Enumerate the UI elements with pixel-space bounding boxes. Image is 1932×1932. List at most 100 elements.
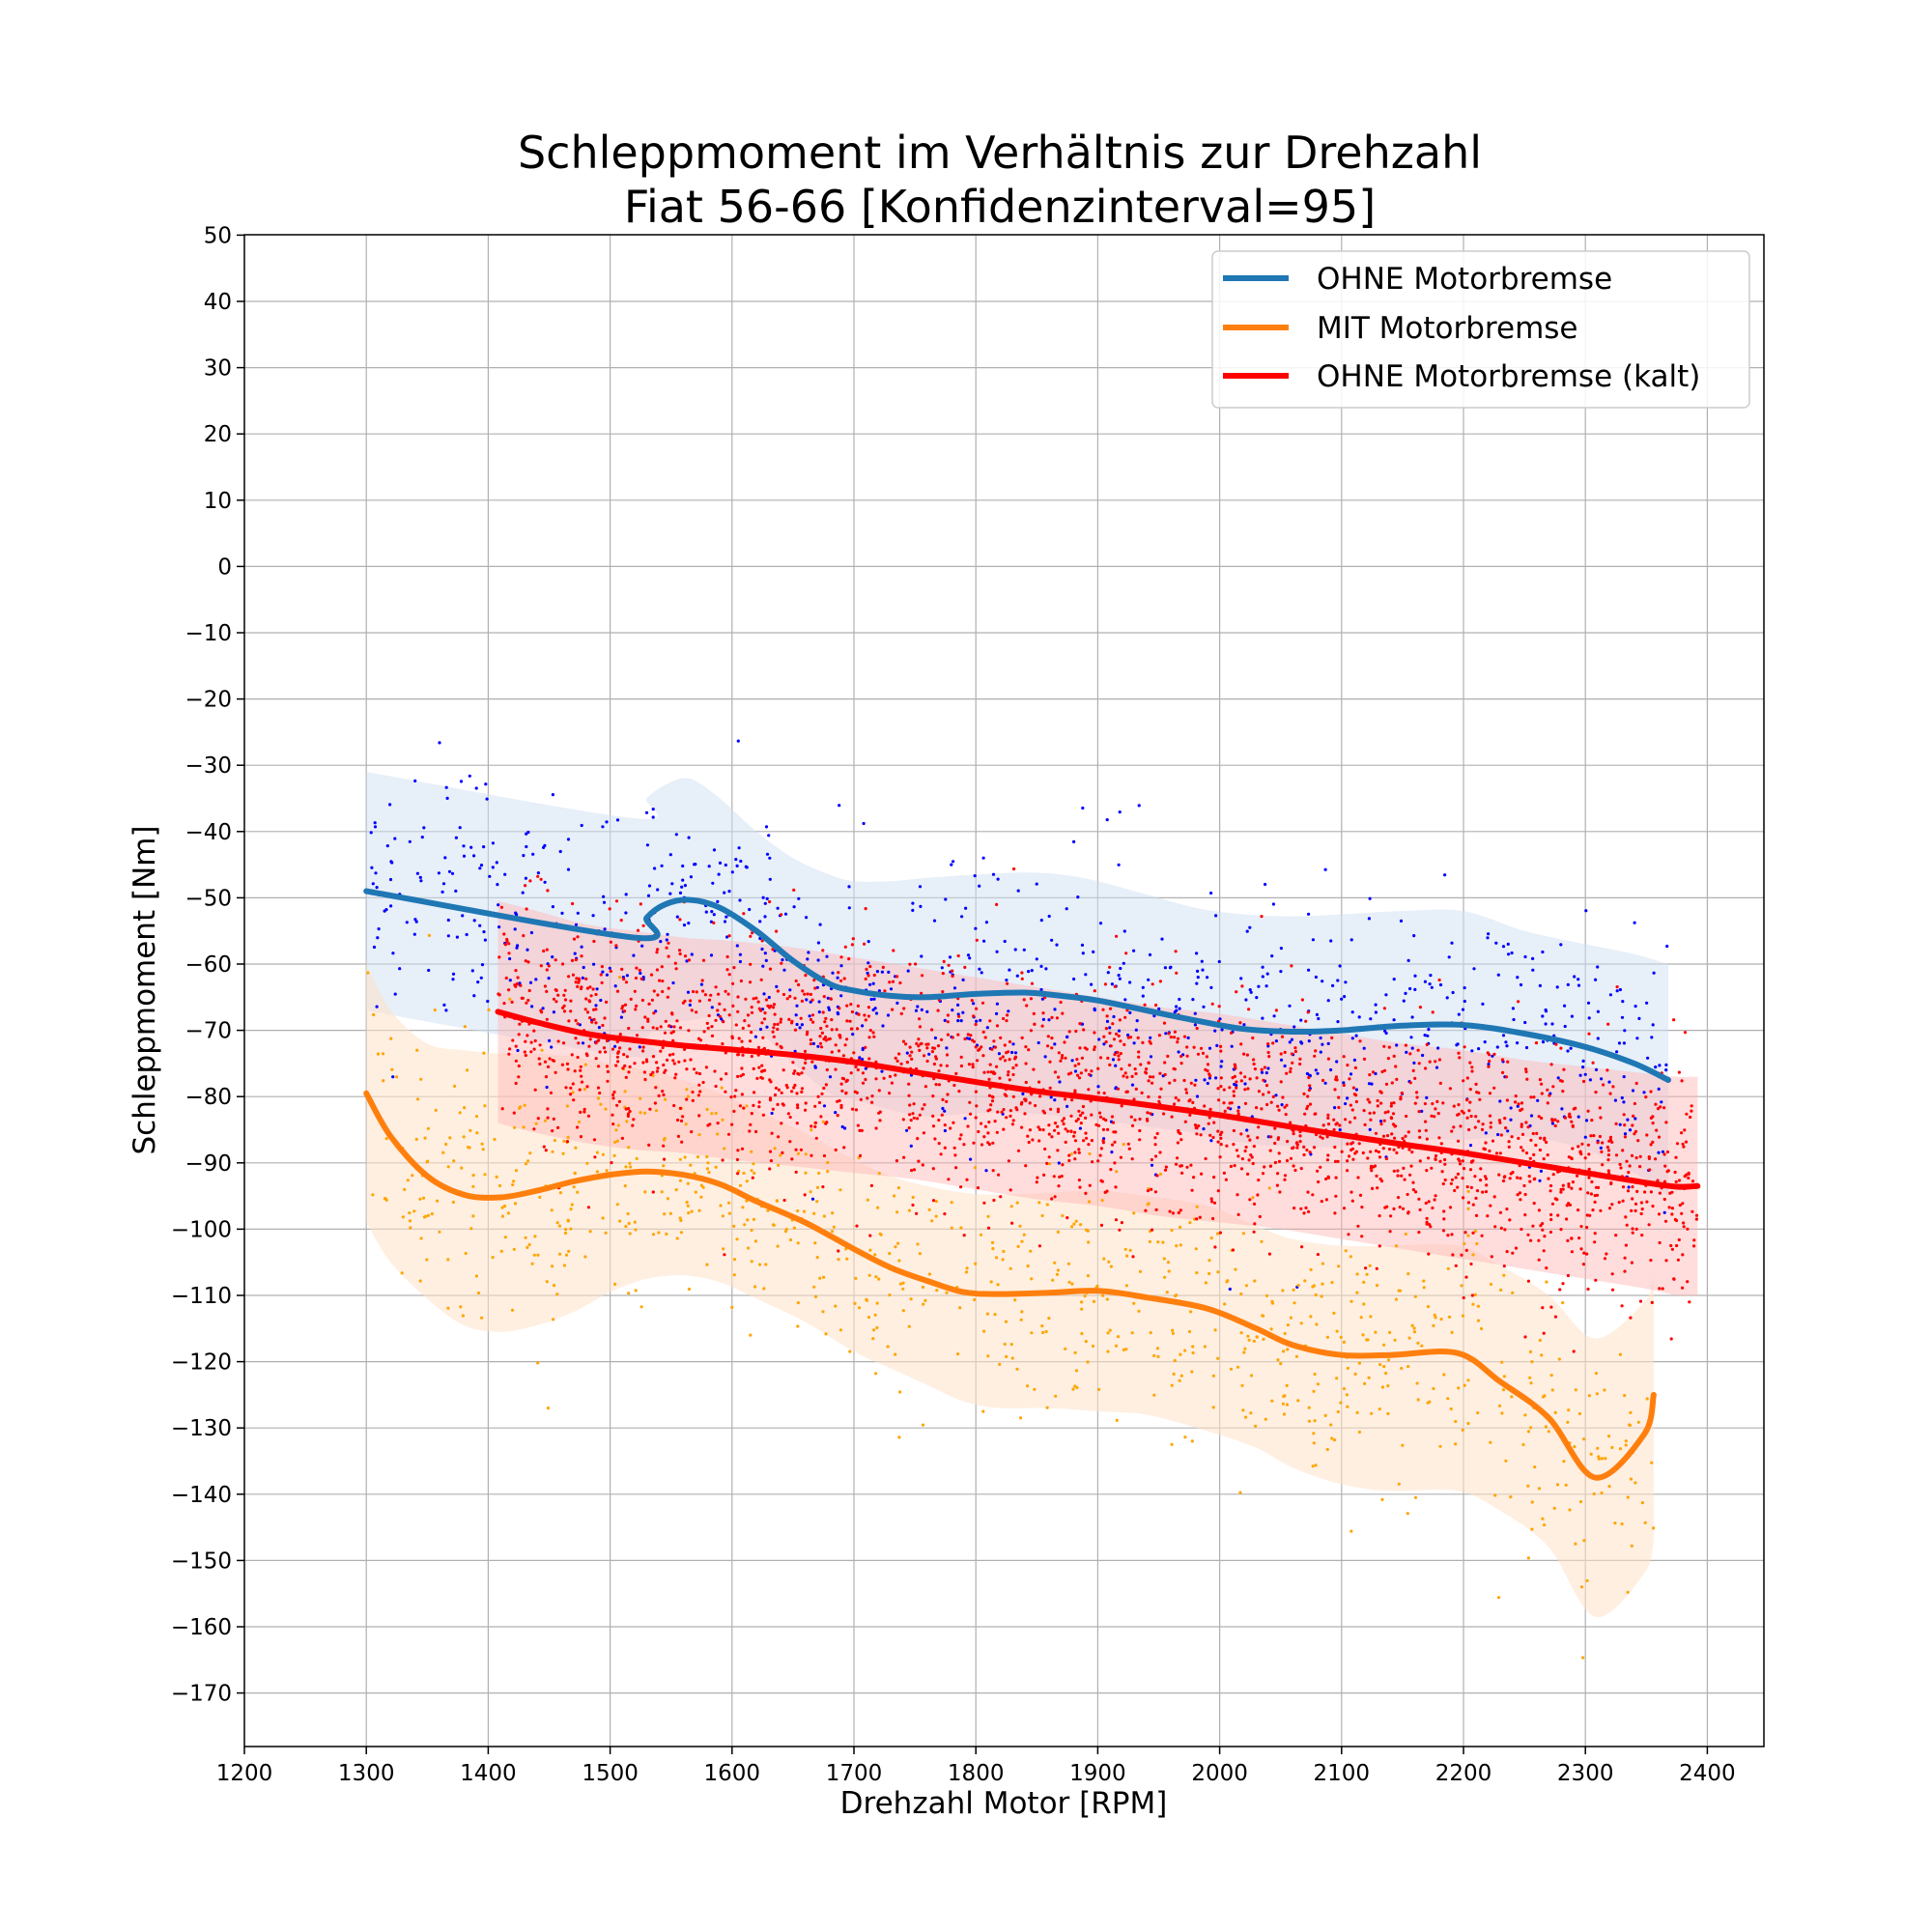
scatter-point	[458, 1111, 462, 1115]
scatter-point	[798, 1026, 802, 1030]
scatter-point	[418, 1197, 422, 1201]
scatter-point	[533, 1235, 537, 1238]
scatter-point	[1170, 1383, 1174, 1387]
scatter-point	[698, 1090, 702, 1094]
scatter-point	[1166, 1054, 1170, 1058]
scatter-point	[978, 967, 981, 971]
scatter-point	[838, 1188, 842, 1192]
scatter-point	[734, 1089, 738, 1093]
scatter-point	[1624, 1243, 1628, 1247]
scatter-point	[916, 1242, 920, 1246]
scatter-point	[1006, 1073, 1010, 1077]
scatter-point	[1118, 1228, 1122, 1232]
scatter-point	[806, 992, 810, 996]
scatter-point	[667, 986, 670, 990]
scatter-point	[655, 968, 660, 972]
scatter-point	[1654, 1065, 1658, 1069]
scatter-point	[1125, 1075, 1129, 1079]
scatter-point	[826, 1170, 830, 1174]
scatter-point	[762, 992, 766, 996]
scatter-point	[1193, 1123, 1198, 1127]
scatter-point	[971, 1065, 975, 1069]
scatter-point	[532, 1127, 536, 1131]
scatter-point	[901, 1039, 906, 1043]
scatter-point	[1524, 1121, 1528, 1124]
scatter-point	[971, 1038, 975, 1042]
scatter-point	[931, 1199, 936, 1203]
scatter-point	[1012, 867, 1016, 871]
scatter-point	[822, 1104, 827, 1108]
x-tick-label-10: 2200	[1435, 1761, 1492, 1786]
scatter-point	[1194, 1247, 1198, 1251]
scatter-point	[1088, 1183, 1092, 1187]
scatter-point	[1074, 1219, 1078, 1223]
scatter-point	[643, 1015, 647, 1019]
scatter-point	[1412, 1061, 1416, 1065]
scatter-point	[1179, 1208, 1182, 1212]
scatter-point	[1003, 939, 1007, 944]
scatter-point	[1623, 1029, 1627, 1033]
scatter-point	[503, 872, 507, 876]
scatter-point	[652, 989, 656, 993]
scatter-point	[1532, 1178, 1536, 1181]
scatter-point	[898, 1282, 903, 1286]
scatter-point	[561, 1151, 565, 1155]
scatter-point	[1400, 1174, 1404, 1178]
scatter-point	[1174, 1293, 1178, 1298]
scatter-point	[1492, 1086, 1496, 1090]
scatter-point	[847, 957, 851, 961]
scatter-point	[1683, 1031, 1688, 1035]
scatter-point	[871, 981, 875, 985]
scatter-point	[1219, 1065, 1223, 1068]
scatter-point	[1337, 1105, 1341, 1110]
scatter-point	[547, 964, 551, 968]
scatter-point	[684, 1122, 688, 1126]
scatter-point	[1500, 1360, 1504, 1364]
scatter-point	[555, 1293, 559, 1296]
scatter-point	[1465, 1076, 1469, 1080]
scatter-point	[779, 1017, 783, 1021]
scatter-point	[1245, 1128, 1249, 1132]
scatter-point	[1570, 1156, 1574, 1161]
scatter-point	[666, 1197, 670, 1201]
scatter-point	[1286, 1140, 1290, 1144]
scatter-point	[497, 1183, 502, 1188]
scatter-point	[1346, 1096, 1350, 1100]
scatter-point	[1232, 1090, 1236, 1094]
scatter-point	[1378, 1363, 1382, 1367]
scatter-point	[933, 1036, 938, 1040]
scatter-point	[1392, 1101, 1396, 1105]
scatter-point	[1195, 1271, 1199, 1275]
scatter-point	[591, 987, 595, 991]
scatter-point	[974, 1262, 978, 1265]
scatter-point	[734, 858, 738, 862]
scatter-point	[975, 938, 979, 942]
scatter-point	[510, 1000, 514, 1004]
scatter-point	[1125, 1254, 1129, 1258]
scatter-point	[1047, 1132, 1051, 1136]
scatter-point	[1439, 1142, 1443, 1146]
scatter-point	[1520, 1122, 1523, 1126]
scatter-point	[683, 999, 687, 1003]
scatter-point	[724, 989, 727, 993]
scatter-point	[1600, 1457, 1605, 1461]
scatter-point	[894, 1073, 897, 1077]
scatter-point	[1629, 1316, 1633, 1320]
scatter-point	[916, 1137, 920, 1141]
scatter-point	[1084, 973, 1088, 977]
scatter-point	[1563, 1024, 1567, 1029]
scatter-point	[1306, 1190, 1310, 1194]
scatter-point	[956, 953, 960, 958]
scatter-point	[995, 1130, 999, 1134]
scatter-point	[508, 997, 512, 1001]
scatter-point	[1523, 1213, 1527, 1217]
scatter-point	[1526, 1233, 1530, 1236]
scatter-point	[1655, 1128, 1659, 1132]
scatter-point	[491, 866, 495, 869]
scatter-point	[750, 1169, 753, 1173]
scatter-point	[635, 1156, 639, 1160]
scatter-point	[1610, 1140, 1614, 1144]
scatter-point	[524, 876, 528, 880]
scatter-point	[1260, 1067, 1264, 1071]
scatter-point	[1353, 1151, 1357, 1155]
